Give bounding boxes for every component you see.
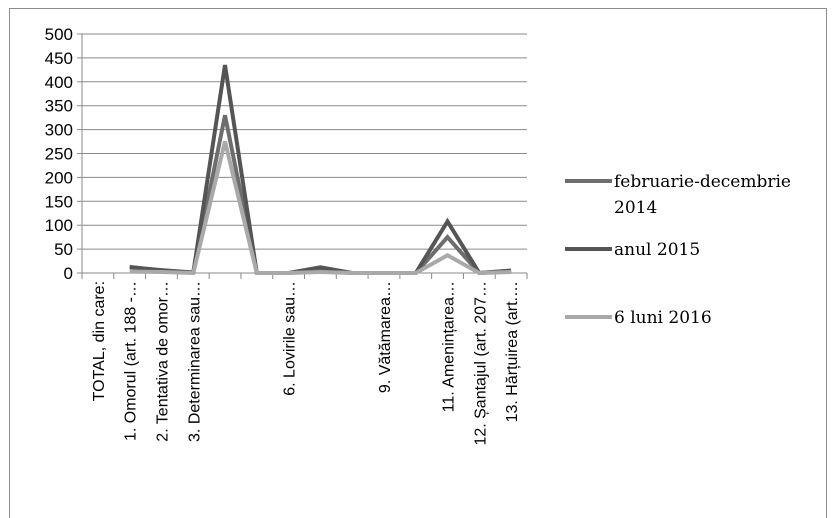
x-tick-label: 13. Hărțuirea (art.… (504, 281, 521, 422)
x-tick-label: 6. Lovirile sau… (282, 281, 299, 396)
y-tick-label: 300 (45, 121, 73, 140)
y-tick-label: 200 (45, 168, 73, 187)
y-tick-label: 150 (45, 192, 73, 211)
x-tick-label: TOTAL, din care: (91, 281, 108, 401)
y-tick-label: 350 (45, 97, 73, 116)
y-tick-label: 50 (54, 240, 73, 259)
legend-label: 6 luni 2016 (614, 308, 712, 328)
legend-label: februarie-decembrie 2014 (614, 172, 791, 218)
y-tick-label: 0 (64, 264, 73, 283)
legend-label: anul 2015 (614, 240, 700, 260)
x-tick-label: 12. Șantajul (art. 207… (472, 281, 489, 446)
y-tick-label: 500 (45, 25, 73, 44)
y-tick-label: 450 (45, 49, 73, 68)
legend: februarie-decembrie 2014 anul 2015 6 luni 2… (565, 172, 791, 328)
x-tick-label: 2. Tentativa de omor… (154, 281, 171, 442)
series-lines (129, 64, 512, 276)
x-tick-label: 3. Determinarea sau… (186, 281, 203, 442)
x-axis-ticks: TOTAL, din care: 1. Omorul (art. 188 -… 2.… (91, 281, 521, 446)
gridlines (82, 33, 527, 250)
y-tick-label: 250 (45, 145, 73, 164)
series-line-2 (129, 141, 512, 276)
chart-frame (9, 8, 827, 518)
x-tick-label: 1. Omorul (art. 188 -… (123, 281, 140, 441)
y-tick-label: 100 (45, 216, 73, 235)
x-tick-label: 9. Vătămarea… (377, 281, 394, 393)
y-tick-label: 400 (45, 73, 73, 92)
x-tick-label: 11. Amenințarea… (441, 281, 458, 412)
